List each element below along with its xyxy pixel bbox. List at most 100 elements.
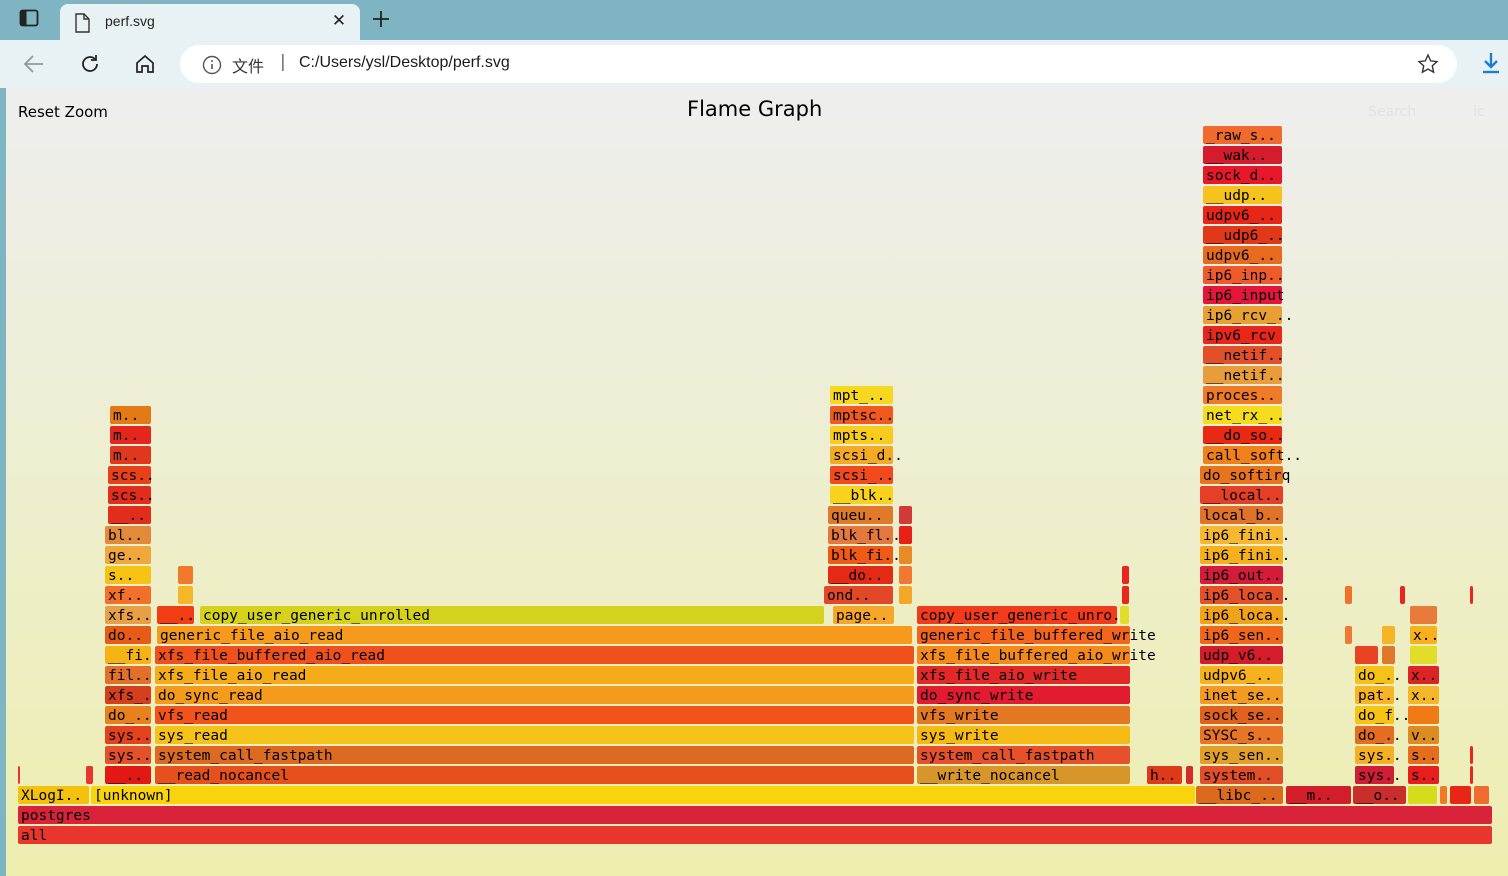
flame-frame[interactable]: v..	[1408, 726, 1439, 744]
flame-frame[interactable]: ipv6_rcv	[1203, 326, 1282, 344]
frame-rect[interactable]	[86, 766, 93, 784]
flame-frame[interactable]	[1355, 646, 1378, 664]
flame-frame[interactable]: copy_user_generic_unro..	[917, 606, 1130, 624]
search-button[interactable]: Search	[1368, 104, 1417, 120]
flame-frame[interactable]: XLogI..	[18, 786, 89, 804]
flame-frame[interactable]	[899, 526, 912, 544]
download-icon[interactable]	[1480, 50, 1506, 78]
flame-frame[interactable]	[178, 586, 193, 604]
frame-rect[interactable]	[105, 586, 151, 604]
back-button[interactable]	[20, 50, 48, 78]
flame-frame[interactable]: x..	[1410, 626, 1439, 644]
frame-rect[interactable]	[105, 566, 151, 584]
frame-rect[interactable]	[1440, 786, 1447, 804]
flame-frame[interactable]: ip6_input	[1203, 286, 1285, 304]
flame-frame[interactable]: mptsc..	[830, 406, 894, 424]
frame-rect[interactable]	[108, 506, 151, 524]
flame-frame[interactable]: udpv6_..	[1200, 666, 1283, 684]
home-button[interactable]	[131, 50, 159, 78]
frame-rect[interactable]	[1186, 766, 1193, 784]
frame-rect[interactable]	[1203, 426, 1282, 444]
frame-rect[interactable]	[1355, 746, 1394, 764]
frame-rect[interactable]	[18, 826, 1492, 844]
flame-frame[interactable]: ip6_fini..	[1200, 546, 1290, 564]
flame-frame[interactable]: system_call_fastpath	[917, 746, 1130, 764]
frame-rect[interactable]	[105, 706, 151, 724]
flame-frame[interactable]: system..	[1200, 766, 1283, 784]
frame-rect[interactable]	[1196, 786, 1283, 804]
frame-rect[interactable]	[105, 686, 151, 704]
flame-frame[interactable]: pat..	[1355, 686, 1402, 704]
flame-frame[interactable]: udp_v6..	[1200, 646, 1283, 664]
flame-frame[interactable]: __m..	[1286, 786, 1351, 804]
flame-frame[interactable]: ip6_inp..	[1203, 266, 1285, 284]
flame-frame[interactable]: _raw_s..	[1203, 126, 1282, 144]
frame-rect[interactable]	[155, 726, 914, 744]
frame-rect[interactable]	[1203, 246, 1282, 264]
flame-frame[interactable]: inet_se..	[1200, 686, 1283, 704]
frame-rect[interactable]	[1200, 666, 1283, 684]
frame-rect[interactable]	[1410, 626, 1437, 644]
frame-rect[interactable]	[1470, 746, 1473, 764]
flame-frame[interactable]: sys..	[105, 726, 152, 744]
ignore-case-button[interactable]: ic	[1473, 104, 1485, 120]
frame-rect[interactable]	[157, 606, 194, 624]
flame-frame[interactable]	[1345, 626, 1352, 644]
new-tab-button[interactable]	[368, 6, 394, 32]
flame-frame[interactable]: __o..	[1353, 786, 1406, 804]
flame-frame[interactable]: __wak..	[1203, 146, 1282, 164]
frame-rect[interactable]	[155, 746, 914, 764]
frame-rect[interactable]	[1200, 506, 1283, 524]
frame-rect[interactable]	[1470, 586, 1473, 604]
flame-frame[interactable]: do_sync_write	[917, 686, 1130, 704]
flame-frame[interactable]: generic_file_buffered_write	[917, 626, 1156, 644]
flame-frame[interactable]: sys..	[1355, 766, 1402, 784]
frame-rect[interactable]	[1122, 586, 1129, 604]
flame-frame[interactable]: ip6_rcv_..	[1203, 306, 1293, 324]
frame-rect[interactable]	[1200, 606, 1283, 624]
flame-frame[interactable]: copy_user_generic_unrolled	[200, 606, 824, 624]
flame-frame[interactable]: __netif..	[1203, 346, 1285, 364]
flame-frame[interactable]: do_..	[1355, 726, 1402, 744]
flame-frame[interactable]: sock_d..	[1203, 166, 1282, 184]
frame-rect[interactable]	[824, 586, 893, 604]
frame-rect[interactable]	[155, 766, 914, 784]
frame-rect[interactable]	[18, 766, 20, 784]
frame-rect[interactable]	[1470, 766, 1473, 784]
flame-frame[interactable]	[1382, 626, 1395, 644]
frame-rect[interactable]	[105, 646, 151, 664]
flame-frame[interactable]: sys..	[105, 746, 152, 764]
frame-rect[interactable]	[1286, 786, 1351, 804]
flame-frame[interactable]	[899, 546, 912, 564]
flame-frame[interactable]: m..	[110, 426, 151, 444]
frame-rect[interactable]	[917, 666, 1130, 684]
flame-frame[interactable]	[1122, 566, 1129, 584]
flame-frame[interactable]: ip6_out..	[1200, 566, 1283, 584]
flame-frame[interactable]: vfs_read	[155, 706, 914, 724]
flame-frame[interactable]	[1470, 746, 1473, 764]
flame-frame[interactable]: __local..	[1200, 486, 1283, 504]
frame-rect[interactable]	[917, 606, 1117, 624]
frame-rect[interactable]	[1355, 706, 1394, 724]
frame-rect[interactable]	[1203, 126, 1282, 144]
flame-frame[interactable]: sys_sen..	[1200, 746, 1283, 764]
flame-frame[interactable]: call_soft..	[1203, 446, 1302, 464]
flame-frame[interactable]: __..	[105, 766, 151, 784]
frame-rect[interactable]	[105, 526, 151, 544]
flame-frame[interactable]	[899, 566, 912, 584]
flame-frame[interactable]: __netif..	[1203, 366, 1285, 384]
flame-frame[interactable]: __blk..	[830, 486, 894, 504]
frame-rect[interactable]	[1203, 346, 1282, 364]
flame-frame[interactable]: SYSC_s..	[1200, 726, 1283, 744]
frame-rect[interactable]	[157, 626, 912, 644]
flame-frame[interactable]	[1186, 766, 1193, 784]
frame-rect[interactable]	[105, 546, 151, 564]
frame-rect[interactable]	[830, 386, 893, 404]
frame-rect[interactable]	[1203, 166, 1282, 184]
frame-rect[interactable]	[1382, 646, 1395, 664]
frame-rect[interactable]	[1200, 586, 1283, 604]
frame-rect[interactable]	[1200, 546, 1283, 564]
frame-rect[interactable]	[1147, 766, 1182, 784]
flame-frame[interactable]: x..	[1408, 686, 1439, 704]
flame-frame[interactable]: __write_nocancel	[917, 766, 1130, 784]
